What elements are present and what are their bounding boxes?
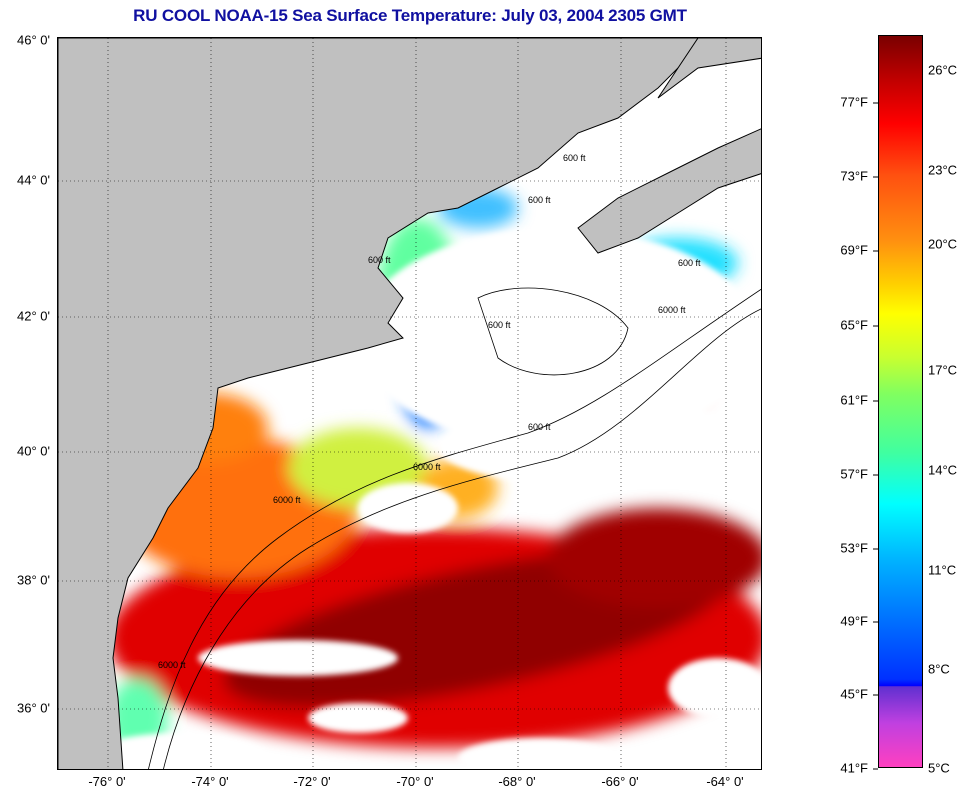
- land-nova-scotia: [577, 128, 761, 254]
- lat-label: 38° 0': [17, 572, 50, 588]
- contour-label: 6000 ft: [158, 660, 186, 670]
- celsius-tick: 20°C: [928, 236, 958, 252]
- lat-label: 44° 0': [17, 172, 50, 188]
- celsius-tick: 5°C: [928, 760, 950, 776]
- temperature-colorbar: [878, 35, 923, 768]
- contour-label: 600 ft: [528, 422, 551, 432]
- fahrenheit-tick: 61°F: [840, 392, 878, 408]
- celsius-tick: 8°C: [928, 661, 950, 677]
- fahrenheit-tick: 53°F: [840, 540, 878, 556]
- land-us: [58, 38, 699, 769]
- cloud-mask: [88, 228, 761, 769]
- land-canada: [657, 38, 761, 99]
- lon-label: -76° 0': [88, 774, 126, 789]
- contour-label: 6000 ft: [413, 462, 441, 472]
- map-title: RU COOL NOAA-15 Sea Surface Temperature:…: [133, 6, 687, 25]
- lat-label: 46° 0': [17, 32, 50, 48]
- contour-label: 600 ft: [563, 153, 586, 163]
- contour-label: 6000 ft: [658, 305, 686, 315]
- lon-label: -66° 0': [601, 774, 639, 789]
- fahrenheit-tick: 49°F: [840, 613, 878, 629]
- sst-map: 600 ft 6000 ft 600 ft 600 ft 6000 ft 600…: [57, 37, 762, 770]
- fahrenheit-tick: 69°F: [840, 242, 878, 258]
- contour-label: 600 ft: [528, 195, 551, 205]
- fahrenheit-tick: 41°F: [840, 760, 878, 776]
- celsius-tick: 14°C: [928, 462, 958, 478]
- fahrenheit-tick: 45°F: [840, 686, 878, 702]
- celsius-tick: 11°C: [928, 562, 957, 578]
- contour-label: 6000 ft: [273, 495, 301, 505]
- lon-label: -68° 0': [498, 774, 536, 789]
- bathymetry-contours: [148, 287, 761, 769]
- lat-label: 40° 0': [17, 443, 50, 459]
- lat-label: 42° 0': [17, 308, 50, 324]
- graticule: [58, 38, 761, 769]
- celsius-tick: 23°C: [928, 162, 958, 178]
- contour-label: 600 ft: [678, 258, 701, 268]
- lon-label: -70° 0': [396, 774, 434, 789]
- sst-map-image: 600 ft 6000 ft 600 ft 600 ft 6000 ft 600…: [58, 38, 761, 769]
- lat-label: 36° 0': [17, 700, 50, 716]
- celsius-tick: 17°C: [928, 362, 958, 378]
- fahrenheit-tick: 73°F: [840, 168, 878, 184]
- lon-label: -64° 0': [706, 774, 744, 789]
- lon-label: -74° 0': [191, 774, 229, 789]
- fahrenheit-tick: 57°F: [840, 466, 878, 482]
- fahrenheit-tick: 77°F: [840, 94, 878, 110]
- fahrenheit-tick: 65°F: [840, 317, 878, 333]
- celsius-tick: 26°C: [928, 62, 958, 78]
- contour-label: 600 ft: [488, 320, 511, 330]
- contour-label: 600 ft: [368, 255, 391, 265]
- lon-label: -72° 0': [293, 774, 331, 789]
